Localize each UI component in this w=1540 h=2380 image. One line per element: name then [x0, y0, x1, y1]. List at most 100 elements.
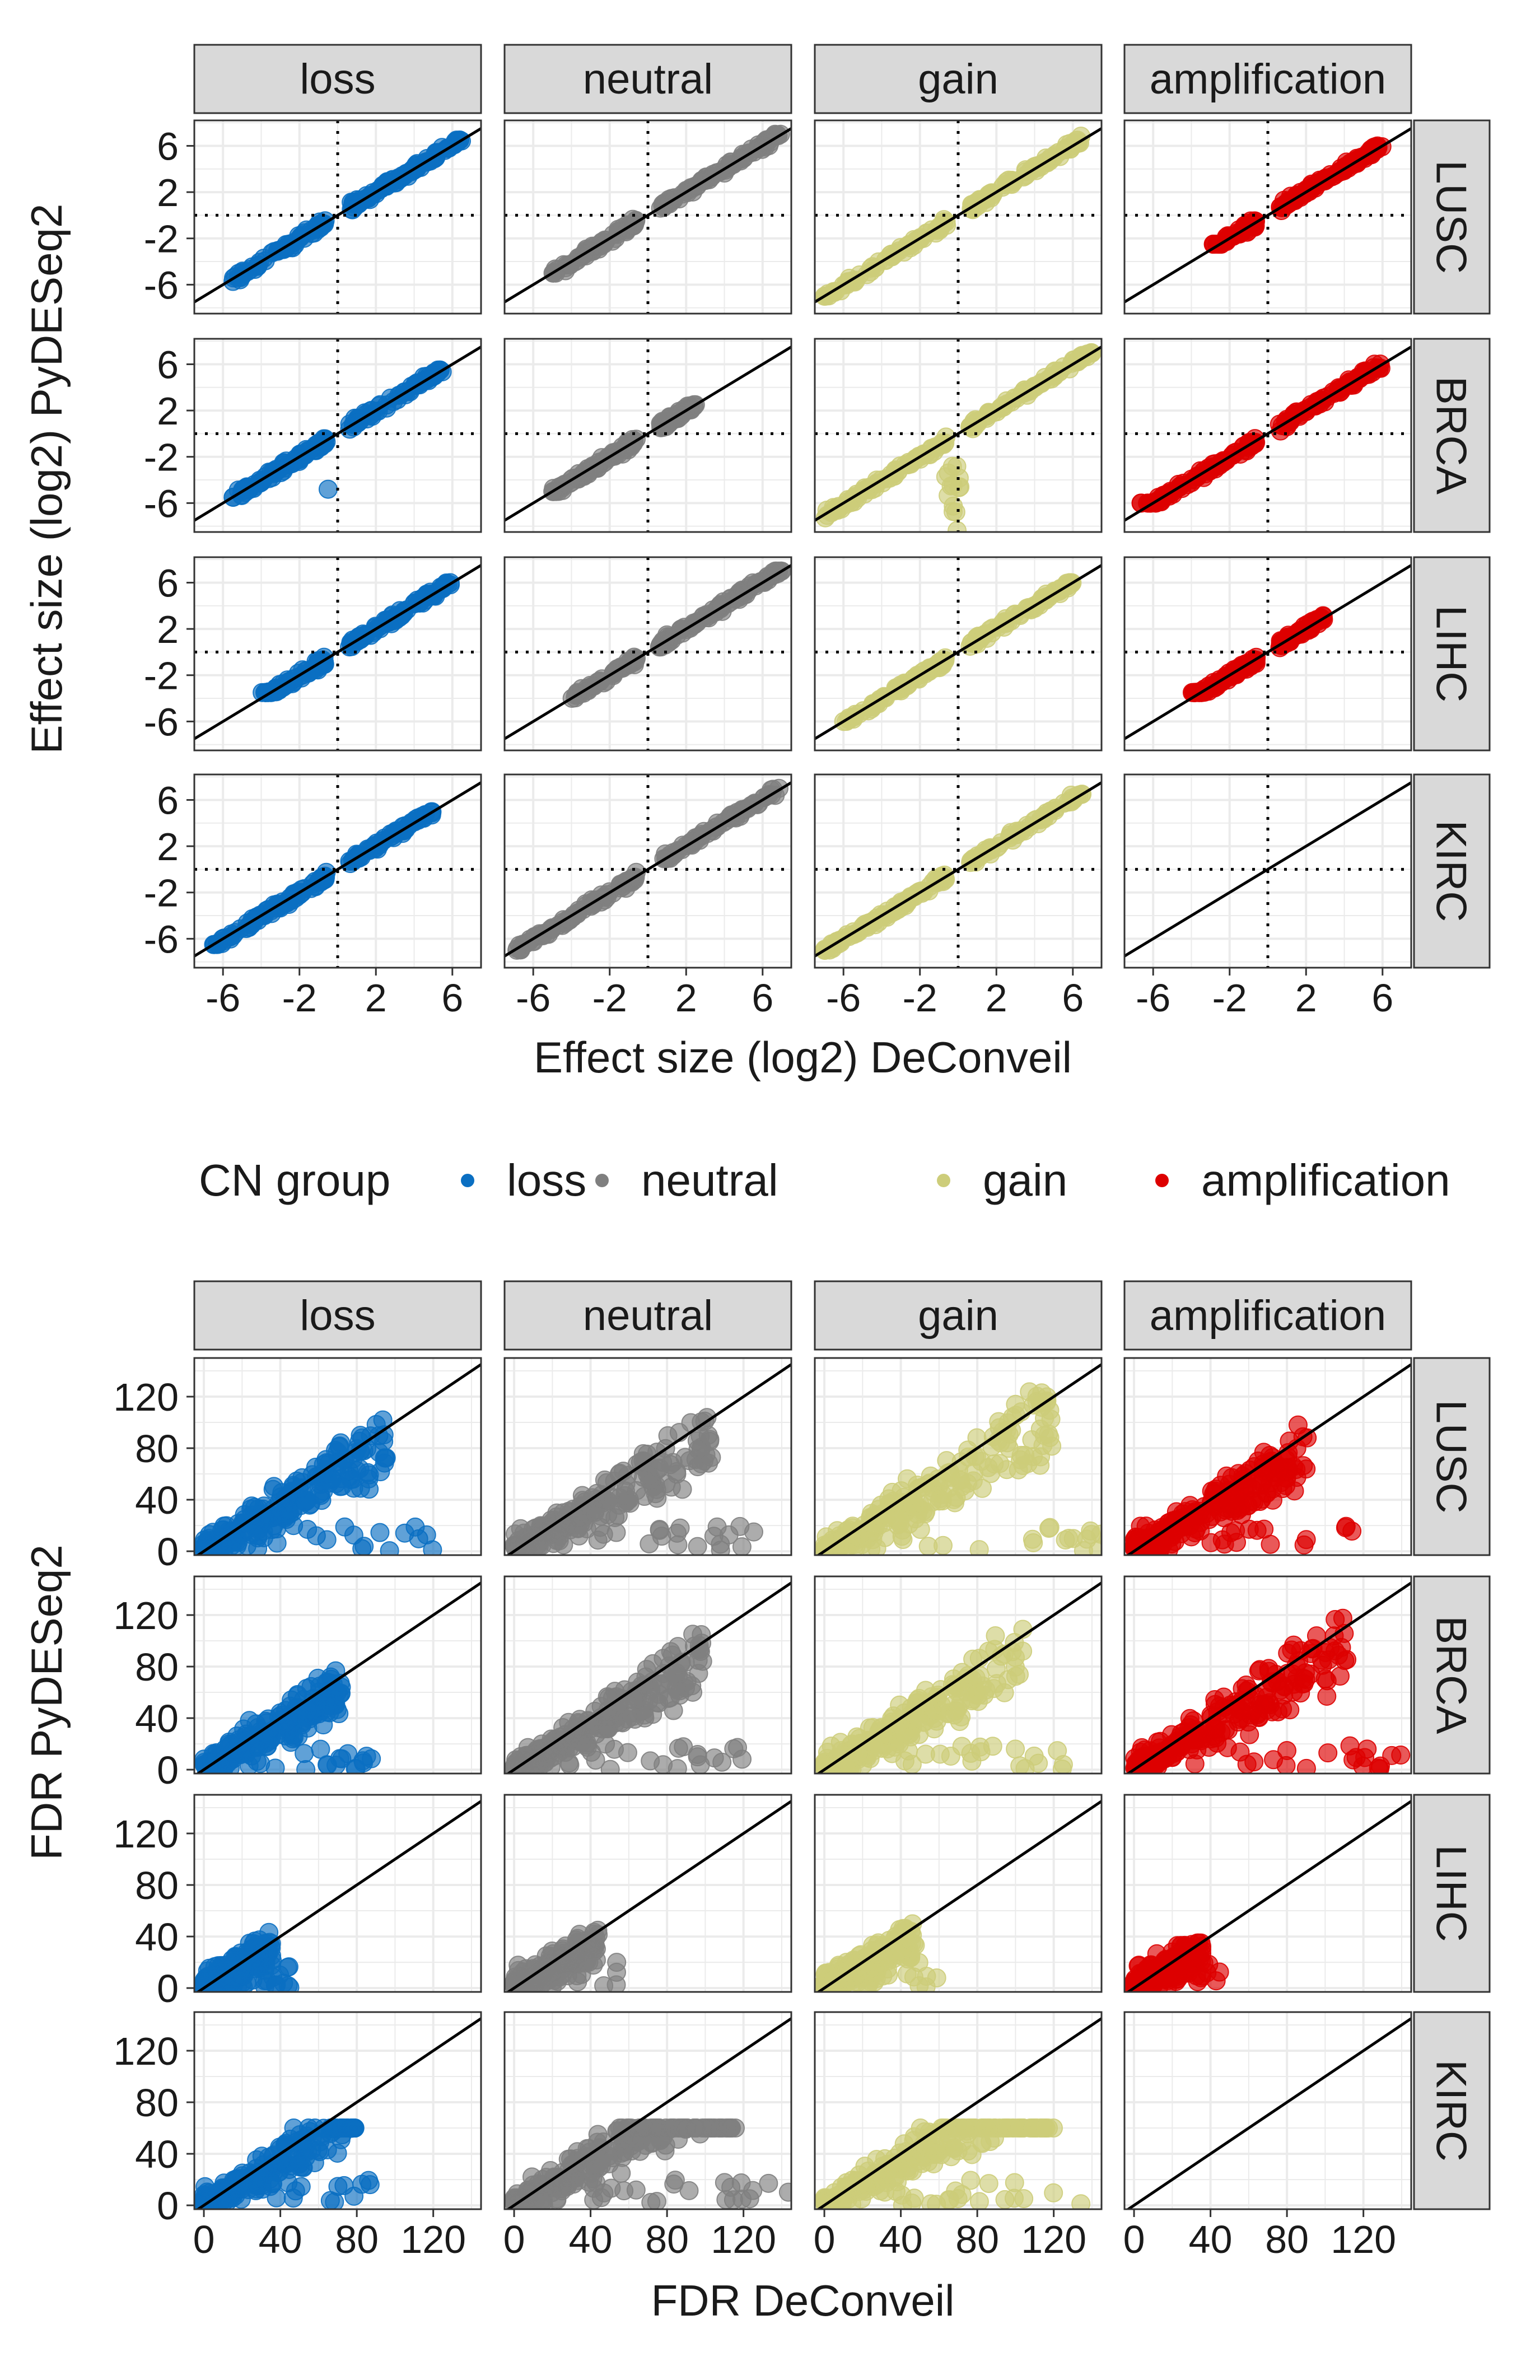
column-strip: [503, 1280, 792, 1351]
x-tick-label: 2: [1295, 976, 1317, 1020]
data-point: [618, 1743, 637, 1762]
identity-line: [816, 1581, 1102, 1774]
data-point: [1244, 1457, 1264, 1476]
data-point: [668, 1637, 688, 1656]
data-point: [596, 1734, 615, 1754]
data-point: [1226, 1521, 1245, 1541]
panel-marks: [194, 1362, 481, 1555]
y-tick-label: -6: [144, 917, 179, 961]
column-strip: [193, 44, 482, 114]
x-tick-label: 6: [1371, 976, 1393, 1020]
panel-marks: [505, 1362, 791, 1555]
data-point: [641, 1751, 660, 1771]
data-point: [932, 1695, 951, 1715]
data-point: [1317, 1687, 1337, 1706]
column-strip: [1123, 1280, 1412, 1351]
facet-panel: [503, 1575, 792, 1775]
panel-border: [193, 1575, 482, 1775]
data-point: [1261, 1695, 1280, 1715]
facet-panel: [503, 338, 792, 533]
facet-panel: [814, 773, 1103, 969]
facet-panel: [814, 1575, 1103, 1775]
data-point: [1005, 1658, 1025, 1677]
data-point: [652, 1527, 671, 1546]
panel-marks: [194, 557, 481, 750]
x-tick-label: -2: [592, 976, 627, 1020]
data-point: [635, 1708, 655, 1728]
legend-label: gain: [983, 1155, 1067, 1205]
column-strip-label: loss: [300, 55, 375, 103]
column-strip-label: neutral: [583, 55, 713, 103]
y-tick-label: -2: [144, 871, 179, 915]
column-strip-label: neutral: [583, 1292, 713, 1340]
data-point: [296, 1760, 316, 1774]
panel-border: [1123, 1357, 1412, 1556]
data-point: [317, 1530, 337, 1550]
identity-line: [1124, 345, 1411, 522]
identity-line: [505, 345, 791, 522]
data-point: [1006, 1739, 1025, 1759]
column-strip: [814, 1280, 1103, 1351]
panel-border: [193, 119, 482, 315]
data-point: [961, 1743, 981, 1763]
data-point: [314, 1715, 333, 1735]
data-point: [1048, 1741, 1067, 1761]
panel-border: [1123, 338, 1412, 533]
panel-marks: [505, 339, 791, 532]
data-point: [863, 1735, 883, 1755]
data-point: [560, 1755, 580, 1774]
y-tick-label: -2: [144, 217, 179, 261]
y-tick-label: -6: [144, 700, 179, 744]
data-point: [1182, 1527, 1201, 1547]
data-point: [675, 1448, 695, 1467]
panel-marks: [1124, 557, 1411, 750]
panel-border: [814, 1357, 1103, 1556]
data-point: [1052, 1760, 1072, 1774]
data-point: [586, 1751, 605, 1770]
panel-border: [193, 556, 482, 752]
x-tick-label: 2: [675, 976, 697, 1020]
facet-panel: [1123, 1575, 1412, 1775]
data-point: [1197, 1504, 1216, 1523]
identity-line: [815, 781, 1102, 958]
data-point: [682, 1676, 702, 1696]
identity-line: [194, 127, 481, 304]
row-strip: [1413, 773, 1491, 969]
data-point: [704, 1748, 724, 1768]
facet-panel: [1123, 338, 1412, 533]
column-strip-label: loss: [300, 1292, 375, 1340]
data-point: [759, 136, 779, 156]
data-point: [732, 1537, 752, 1555]
data-point: [842, 1760, 862, 1774]
identity-line: [505, 781, 791, 958]
data-point: [1023, 1529, 1042, 1549]
data-point: [1024, 1746, 1044, 1766]
panel-border: [1123, 119, 1412, 315]
identity-line: [1124, 127, 1411, 304]
panel-border: [814, 773, 1103, 969]
y-tick-label: 120: [113, 1375, 179, 1419]
data-point: [332, 1476, 352, 1496]
data-point: [838, 1537, 858, 1555]
panel-border: [814, 338, 1103, 533]
data-point: [618, 1491, 637, 1511]
data-point: [1296, 1530, 1316, 1550]
data-point: [332, 1749, 352, 1768]
x-tick-label: -6: [206, 976, 240, 1020]
panel-border: [193, 773, 482, 969]
x-tick-label: -2: [282, 976, 317, 1020]
facet-panel: [503, 556, 792, 752]
facet-panel: [1123, 773, 1412, 969]
panel-border: [814, 556, 1103, 752]
data-point: [704, 1527, 724, 1546]
data-point: [220, 1758, 240, 1774]
data-point: [744, 1522, 763, 1542]
panel-marks: [1125, 1581, 1411, 1774]
facet-panel: [814, 556, 1103, 752]
effect-size-chart: loss neutral gain amplificationLUSC-6-226BR…: [22, 44, 1491, 1082]
facet-panel: [1123, 119, 1412, 315]
data-point: [1034, 1426, 1054, 1445]
x-tick-label: -6: [516, 976, 550, 1020]
x-tick-label: -6: [1136, 976, 1170, 1020]
